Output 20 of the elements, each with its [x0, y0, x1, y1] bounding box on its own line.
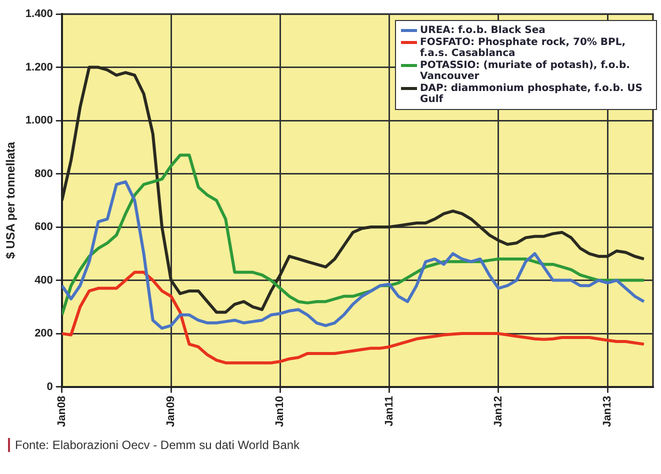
- y-tick-label: 1.200: [25, 61, 53, 74]
- y-tick-label: 200: [34, 328, 53, 340]
- source-note: Fonte: Elaborazioni Oecv - Demm su dati World Bank: [15, 438, 300, 452]
- y-axis-title: $ USA per tonnellata: [4, 142, 18, 259]
- x-tick-label: Jan13: [602, 396, 614, 428]
- x-tick-label: Jan09: [165, 396, 178, 428]
- x-tick-label: Jan12: [492, 396, 504, 428]
- y-tick-label: 1.000: [25, 114, 53, 127]
- y-tick-label: 600: [34, 221, 53, 234]
- x-tick-label: Jan10: [274, 396, 286, 428]
- y-tick-label: 1.400: [25, 8, 53, 20]
- legend-label: UREA: f.o.b. Black Sea: [420, 25, 546, 36]
- legend-label: DAP: diammonium phosphate, f.o.b. US Gulf: [420, 83, 644, 105]
- y-tick-label: 800: [34, 168, 53, 180]
- y-tick-label: 400: [34, 274, 53, 286]
- x-tick-label: Jan08: [56, 396, 68, 428]
- x-tick-label: Jan11: [383, 396, 396, 426]
- y-tick-label: 0: [46, 380, 53, 393]
- legend-label: POTASSIO: (muriate of potash), f.o.b. Vancouver: [420, 60, 631, 82]
- legend-label: FOSFATO: Phosphate rock, 70% BPL, f.a.s. Casablanca: [420, 37, 627, 59]
